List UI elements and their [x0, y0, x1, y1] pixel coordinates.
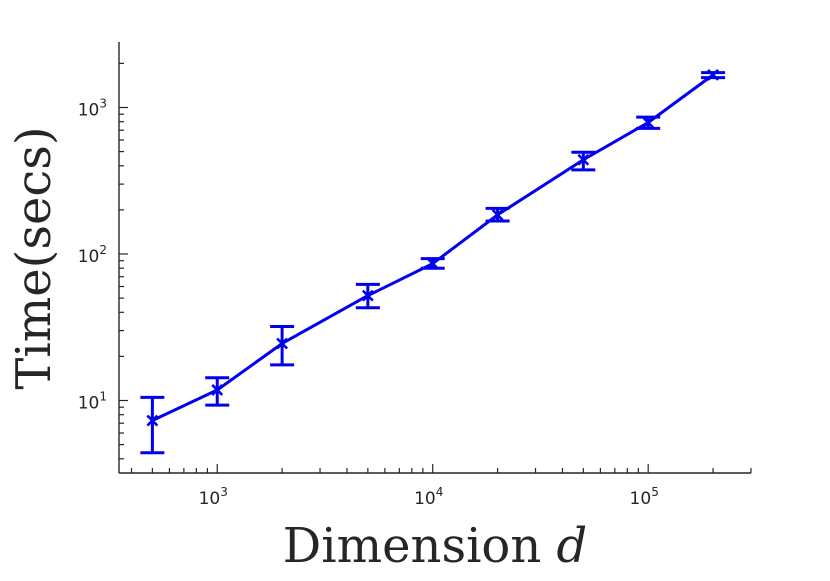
- data-point-marker: [211, 384, 224, 396]
- error-bar: [140, 395, 165, 455]
- x-axis-title-text: Dimension: [283, 518, 541, 574]
- data-point-marker: [276, 337, 289, 350]
- y-tick-labels: 101 102 103: [78, 97, 107, 414]
- x-minor-ticks: [130, 464, 752, 473]
- data-point-marker: [707, 68, 719, 81]
- x-tick-label: 104: [414, 485, 443, 509]
- x-tick-label: 105: [630, 485, 659, 509]
- y-tick-label: 102: [78, 243, 107, 267]
- data-point-marker: [426, 257, 439, 270]
- y-tick-label: 103: [78, 97, 107, 121]
- data-point-marker: [491, 208, 504, 221]
- data-point-marker: [361, 289, 374, 302]
- y-tick-label: 101: [78, 390, 107, 414]
- data-point-marker: [577, 153, 590, 166]
- series-line: [151, 73, 714, 422]
- x-axis: 103 104 105: [119, 464, 752, 509]
- data-point-marker: [146, 414, 159, 427]
- x-axis-title: Dimension d: [283, 518, 587, 574]
- series-layer: [140, 68, 726, 455]
- x-tick-label: 103: [199, 485, 228, 509]
- data-point-marker: [642, 116, 655, 129]
- y-axis: 101 102 103: [78, 42, 128, 473]
- x-tick-labels: 103 104 105: [199, 485, 659, 509]
- x-axis-variable: d: [557, 518, 588, 574]
- y-minor-ticks: [119, 62, 128, 460]
- error-bar: [270, 325, 295, 367]
- y-axis-title: Time(secs): [6, 126, 62, 389]
